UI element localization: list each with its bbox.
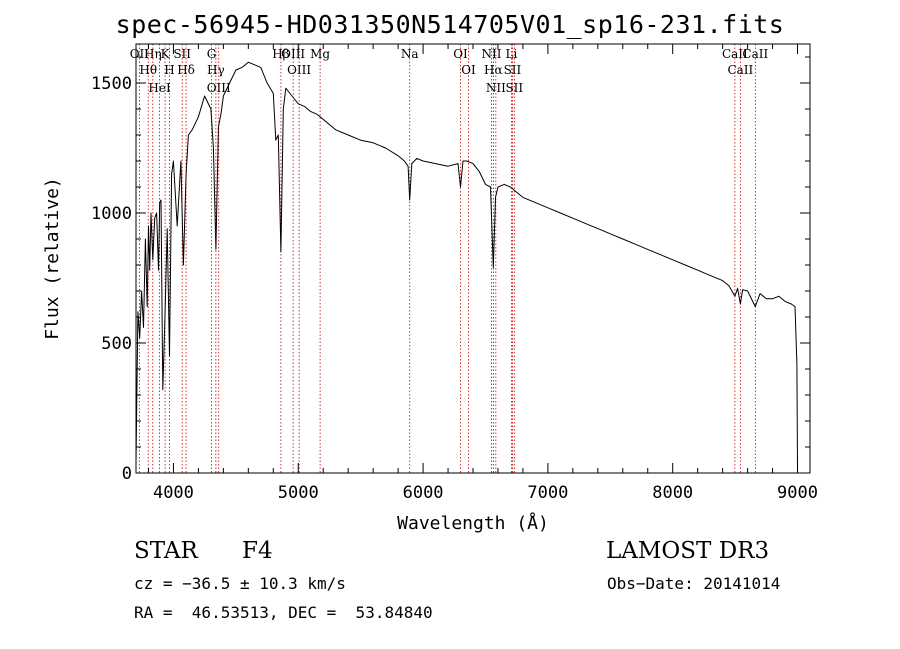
marker-label-8: G <box>207 47 217 61</box>
marker-label-14: Mg <box>310 47 330 61</box>
marker-label-12: OIII <box>281 47 305 61</box>
y-tick-label-1: 500 <box>101 334 132 354</box>
marker-label-9: Hγ <box>207 63 225 77</box>
observation-date: Obs−Date: 20141014 <box>607 574 781 593</box>
x-tick-label-2: 6000 <box>403 483 444 503</box>
y-tick-label-3: 1500 <box>91 74 132 94</box>
coordinates: RA = 46.53513, DEC = 53.84840 <box>134 603 433 622</box>
marker-label-11: Hβ <box>272 47 289 61</box>
marker-label-24: CaII <box>722 47 748 61</box>
x-tick-label-0: 4000 <box>153 483 194 503</box>
marker-label-22: SII <box>504 63 522 77</box>
redshift-velocity: cz = −36.5 ± 10.3 km/s <box>134 574 346 593</box>
marker-label-6: SII <box>173 47 191 61</box>
survey-name: LAMOST DR3 <box>606 538 770 564</box>
marker-label-21: Li <box>506 47 518 61</box>
marker-label-3: HeI <box>148 81 171 95</box>
marker-label-5: H <box>164 63 174 77</box>
x-tick-label-5: 9000 <box>777 483 818 503</box>
x-axis-label: Wavelength (Å) <box>397 512 549 534</box>
marker-label-18: NII <box>481 47 501 61</box>
marker-label-2: Hη <box>144 47 162 61</box>
marker-label-26: CaII <box>742 47 768 61</box>
x-tick-label-1: 5000 <box>278 483 319 503</box>
marker-label-15: Na <box>401 47 419 61</box>
marker-label-0: OII <box>130 47 150 61</box>
marker-label-1: Hθ <box>139 63 157 77</box>
marker-label-10: OIII <box>207 81 231 95</box>
marker-label-25: CaII <box>727 63 753 77</box>
x-tick-label-3: 7000 <box>527 483 568 503</box>
marker-label-7: Hδ <box>177 63 195 77</box>
marker-label-23: SII <box>505 81 523 95</box>
object-class: STAR <box>134 538 198 564</box>
marker-label-16: OI <box>453 47 468 61</box>
y-tick-label-0: 0 <box>122 464 132 484</box>
marker-label-17: OI <box>461 63 476 77</box>
chart-title: spec-56945-HD031350N514705V01_sp16-231.f… <box>115 10 785 39</box>
spectrum-line <box>135 61 798 468</box>
object-subclass: F4 <box>242 538 273 564</box>
marker-label-19: Hα <box>484 63 503 77</box>
marker-label-4: K <box>161 47 171 61</box>
y-axis-label: Flux (relative) <box>42 177 63 340</box>
x-tick-label-4: 8000 <box>652 483 693 503</box>
plot-frame <box>135 43 811 474</box>
marker-label-13: OIII <box>287 63 311 77</box>
y-tick-label-2: 1000 <box>91 204 132 224</box>
marker-label-20: NII <box>486 81 506 95</box>
